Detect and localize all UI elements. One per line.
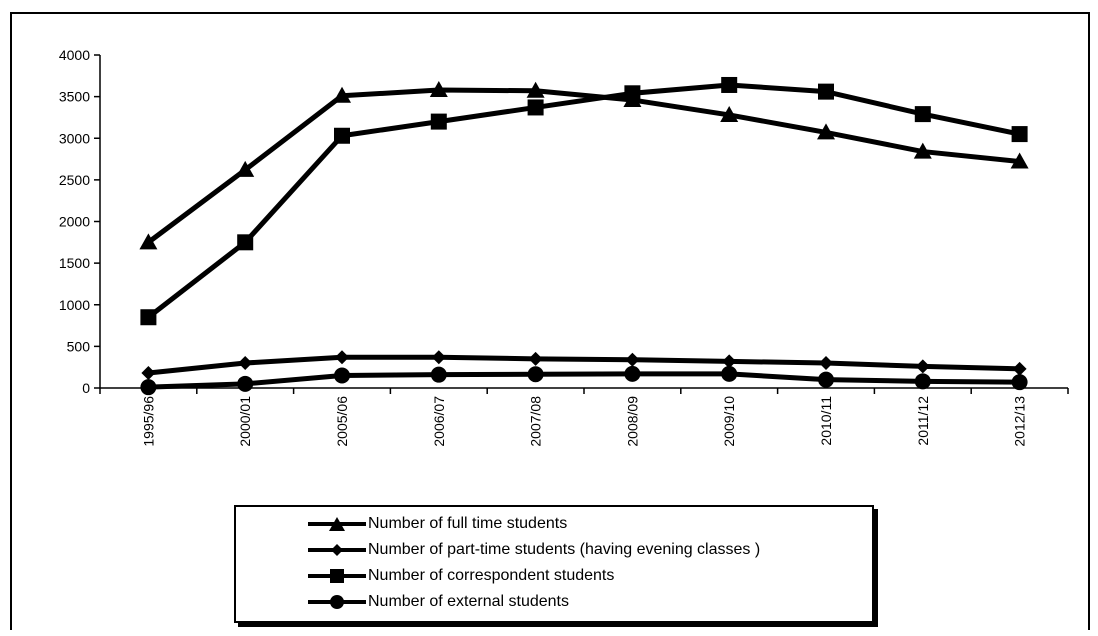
data-point-diamond xyxy=(819,356,833,371)
legend-square-icon xyxy=(308,569,366,583)
legend-item-correspondent: Number of correspondent students xyxy=(308,565,614,587)
x-tick-label: 1995/96 xyxy=(140,396,156,447)
series-square xyxy=(140,76,1028,326)
data-point-diamond xyxy=(141,366,156,381)
series-line xyxy=(146,87,1020,245)
x-tick-label: 2008/09 xyxy=(624,396,640,447)
data-point-triangle xyxy=(913,142,932,159)
data-point-diamond xyxy=(722,354,737,369)
legend-label: Number of external students xyxy=(368,593,569,610)
data-point-diamond xyxy=(238,356,253,371)
data-point-circle xyxy=(334,367,350,384)
x-tick-label: 2006/07 xyxy=(431,396,447,447)
data-point-circle xyxy=(237,375,254,392)
x-tick-label: 2005/06 xyxy=(334,396,350,447)
data-point-circle xyxy=(818,371,834,388)
legend-label: Number of correspondent students xyxy=(368,567,615,584)
legend-item-external: Number of external students xyxy=(308,591,569,613)
series-triangle xyxy=(139,80,1029,250)
series-line xyxy=(146,82,1021,320)
chart-series-layer xyxy=(139,76,1029,396)
chart-legend: Number of full time students Number of p… xyxy=(234,505,874,623)
data-point-circle xyxy=(140,379,157,396)
x-tick-label: 2007/08 xyxy=(528,396,544,447)
data-point-diamond xyxy=(431,350,446,365)
data-point-triangle xyxy=(817,123,835,140)
y-tick-label: 1500 xyxy=(59,255,90,271)
legend-circle-icon xyxy=(308,595,366,609)
data-point-triangle xyxy=(236,160,255,177)
series-line xyxy=(148,354,1020,376)
legend-item-part-time: Number of part-time students (having eve… xyxy=(308,539,760,561)
data-point-square xyxy=(624,85,641,102)
y-tick-label: 500 xyxy=(67,338,91,354)
y-tick-label: 2000 xyxy=(59,214,90,230)
legend-triangle-icon xyxy=(308,517,366,531)
data-point-circle xyxy=(914,373,931,390)
data-point-diamond xyxy=(335,350,349,365)
data-point-triangle xyxy=(429,80,448,97)
y-tick-label: 3500 xyxy=(59,89,90,105)
y-tick-label: 1000 xyxy=(59,297,90,313)
data-point-triangle xyxy=(720,105,739,122)
x-tick-label: 2011/12 xyxy=(915,396,931,446)
y-tick-label: 4000 xyxy=(59,47,90,63)
data-point-diamond xyxy=(625,352,640,367)
chart-axes: 0 500 1000 1500 2000 2500 3000 3500 4000 1995/96 2… xyxy=(59,47,1069,447)
y-tick-label: 0 xyxy=(82,380,90,396)
data-point-circle xyxy=(1011,374,1028,391)
data-point-circle xyxy=(527,366,544,383)
chart-frame xyxy=(10,12,1090,630)
data-point-square xyxy=(818,83,834,100)
data-point-circle xyxy=(624,365,641,382)
series-diamond xyxy=(141,350,1027,381)
legend-label: Number of full time students xyxy=(368,515,568,532)
x-tick-label: 2000/01 xyxy=(237,396,253,447)
data-point-square xyxy=(140,309,157,326)
data-point-diamond xyxy=(1012,361,1027,376)
data-point-triangle xyxy=(526,81,545,98)
legend-diamond-icon xyxy=(308,544,366,556)
data-point-square xyxy=(430,113,447,130)
data-point-triangle xyxy=(139,233,158,250)
series-line xyxy=(148,371,1020,390)
y-tick-label: 3000 xyxy=(59,130,90,146)
data-point-square xyxy=(721,76,738,93)
legend-label: Number of part-time students (having eve… xyxy=(368,541,761,558)
y-tick-label: 2500 xyxy=(59,172,90,188)
series-circle xyxy=(140,365,1028,396)
data-point-circle xyxy=(430,366,447,383)
x-tick-label: 2012/13 xyxy=(1012,396,1028,447)
data-point-square xyxy=(1011,126,1028,143)
data-point-diamond xyxy=(528,351,543,366)
data-point-square xyxy=(914,106,931,123)
data-point-square xyxy=(334,127,350,144)
data-point-square xyxy=(527,99,544,116)
data-point-triangle xyxy=(333,86,351,103)
data-point-square xyxy=(237,234,254,251)
data-point-triangle xyxy=(1010,152,1029,169)
legend-item-full-time: Number of full time students xyxy=(308,513,567,535)
data-point-diamond xyxy=(915,359,930,374)
x-tick-label: 2009/10 xyxy=(721,396,737,447)
data-point-circle xyxy=(721,365,738,382)
x-tick-label: 2010/11 xyxy=(818,396,834,446)
